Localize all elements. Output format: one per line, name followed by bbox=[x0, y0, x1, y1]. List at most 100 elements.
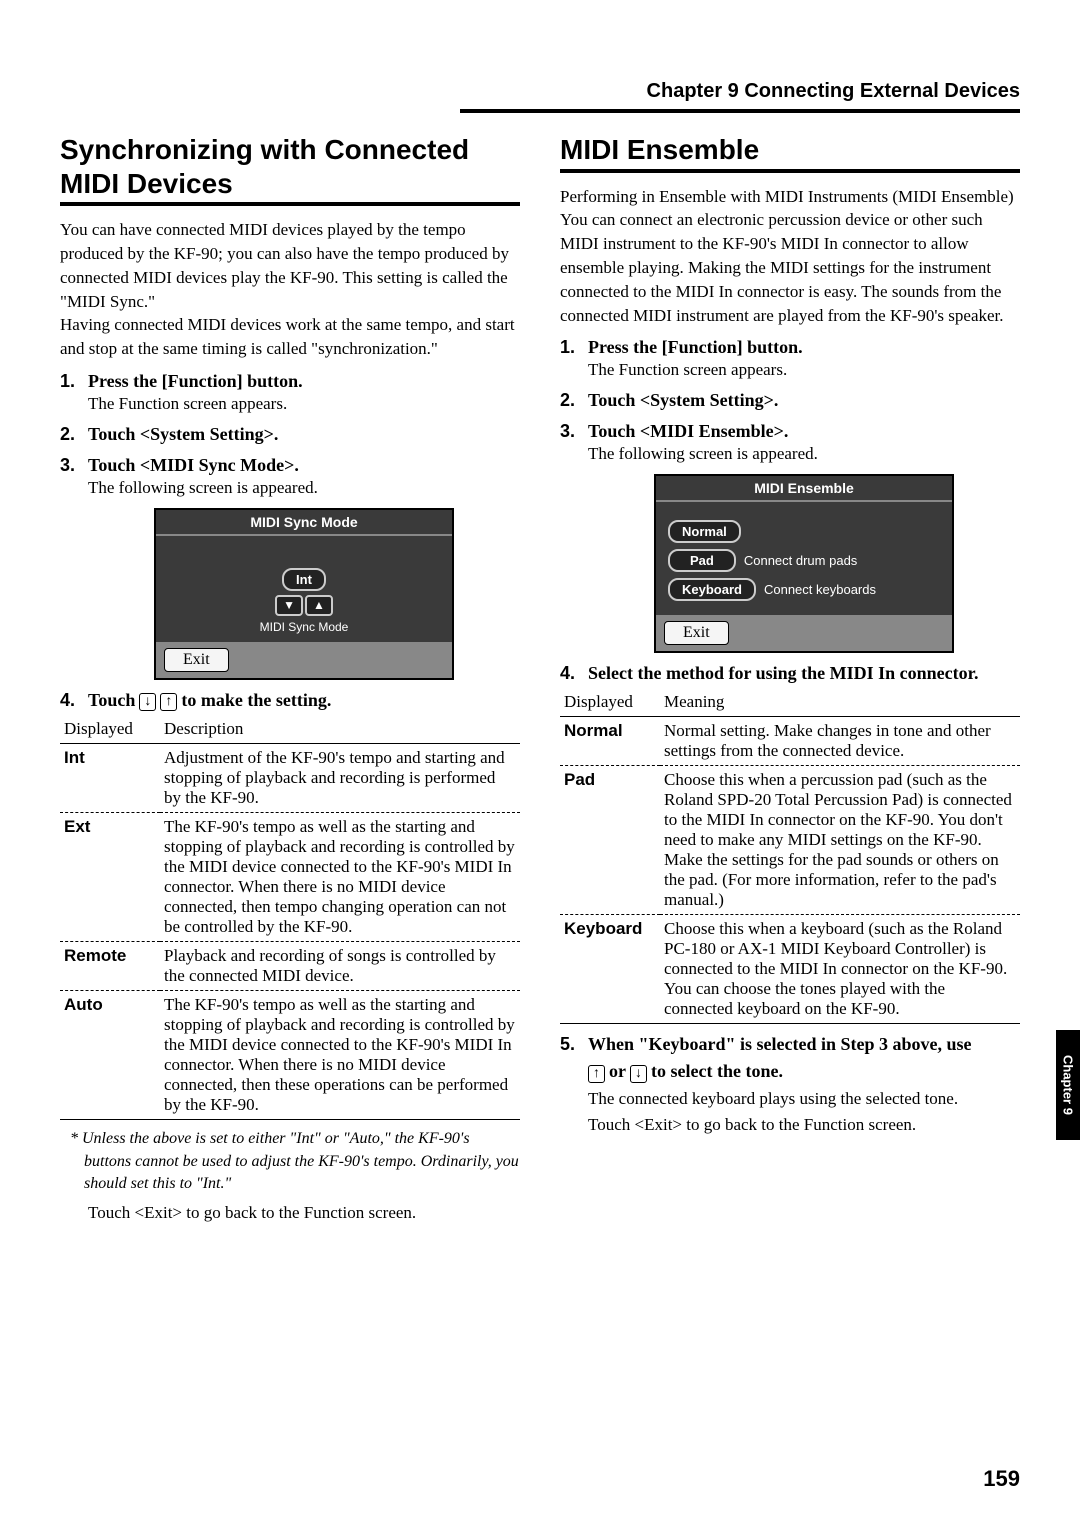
table-row: Pad Choose this when a percussion pad (s… bbox=[560, 766, 1020, 915]
right-definitions-table: Displayed Meaning Normal Normal setting.… bbox=[560, 688, 1020, 1024]
td-val: Adjustment of the KF-90's tempo and star… bbox=[160, 744, 520, 813]
table-row: Keyboard Choose this when a keyboard (su… bbox=[560, 915, 1020, 1024]
up-arrow-icon: ↑ bbox=[588, 1065, 605, 1083]
screen-footer: Exit bbox=[656, 615, 952, 651]
step-text: The following screen is appeared. bbox=[588, 444, 1020, 464]
option-label: Connect drum pads bbox=[744, 553, 857, 568]
step-label-suffix: to select the tone. bbox=[651, 1061, 783, 1081]
screen-option-normal: Normal bbox=[668, 520, 940, 543]
left-final: Touch <Exit> to go back to the Function … bbox=[88, 1201, 520, 1225]
two-column-layout: Synchronizing with Connected MIDI Device… bbox=[60, 133, 1020, 1227]
step-number: 2. bbox=[560, 390, 582, 411]
step-number: 4. bbox=[60, 690, 82, 711]
step-number: 1. bbox=[60, 371, 82, 392]
step-label-suffix: to make the setting. bbox=[181, 690, 331, 710]
down-arrow-icon: ▼ bbox=[275, 595, 303, 616]
step-text: The Function screen appears. bbox=[88, 394, 520, 414]
step-label: Press the [Function] button. bbox=[588, 337, 1020, 358]
table-row: Remote Playback and recording of songs i… bbox=[60, 942, 520, 991]
title-rule bbox=[560, 169, 1020, 173]
left-intro: You can have connected MIDI devices play… bbox=[60, 218, 520, 361]
step-number: 4. bbox=[560, 663, 582, 684]
screen-title: MIDI Sync Mode bbox=[156, 510, 452, 536]
right-title: MIDI Ensemble bbox=[560, 133, 1020, 167]
step-label: Select the method for using the MIDI In … bbox=[588, 663, 1020, 684]
midi-ensemble-screen: MIDI Ensemble Normal Pad Connect drum pa… bbox=[654, 474, 954, 653]
step-label: Press the [Function] button. bbox=[88, 371, 520, 392]
option-label: Connect keyboards bbox=[764, 582, 876, 597]
left-footnote: * Unless the above is set to either "Int… bbox=[60, 1128, 520, 1195]
right-intro: Performing in Ensemble with MIDI Instrum… bbox=[560, 185, 1020, 328]
th-displayed: Displayed bbox=[60, 715, 160, 744]
page: Chapter 9 Connecting External Devices Sy… bbox=[0, 0, 1080, 1267]
option-button: Pad bbox=[668, 549, 736, 572]
right-step-3: 3. Touch <MIDI Ensemble>. The following … bbox=[560, 421, 1020, 464]
chapter-tab: Chapter 9 bbox=[1056, 1030, 1080, 1140]
screen-option-keyboard: Keyboard Connect keyboards bbox=[668, 578, 940, 601]
right-final-2: Touch <Exit> to go back to the Function … bbox=[588, 1115, 1020, 1135]
td-val: The KF-90's tempo as well as the startin… bbox=[160, 813, 520, 942]
td-key: Remote bbox=[60, 942, 160, 991]
td-val: Choose this when a percussion pad (such … bbox=[660, 766, 1020, 915]
step-label: Touch <System Setting>. bbox=[588, 390, 1020, 411]
td-key: Int bbox=[60, 744, 160, 813]
left-column: Synchronizing with Connected MIDI Device… bbox=[60, 133, 520, 1227]
chapter-header: Chapter 9 Connecting External Devices bbox=[460, 80, 1020, 113]
right-step-1: 1. Press the [Function] button. The Func… bbox=[560, 337, 1020, 380]
step-label: Touch <MIDI Sync Mode>. bbox=[88, 455, 520, 476]
left-step-4: 4. Touch ↓ ↑ to make the setting. bbox=[60, 690, 520, 711]
th-description: Description bbox=[160, 715, 520, 744]
step-label: Touch <MIDI Ensemble>. bbox=[588, 421, 1020, 442]
td-val: Choose this when a keyboard (such as the… bbox=[660, 915, 1020, 1024]
screen-footer: Exit bbox=[156, 642, 452, 678]
down-arrow-icon: ↓ bbox=[630, 1065, 647, 1083]
screen-option-pad: Pad Connect drum pads bbox=[668, 549, 940, 572]
screen-title: MIDI Ensemble bbox=[656, 476, 952, 502]
option-button: Keyboard bbox=[668, 578, 756, 601]
screen-option-int: Int bbox=[282, 568, 326, 591]
left-step-2: 2. Touch <System Setting>. bbox=[60, 424, 520, 445]
right-column: MIDI Ensemble Performing in Ensemble wit… bbox=[560, 133, 1020, 1227]
left-screen-wrap: MIDI Sync Mode Int ▼▲ MIDI Sync Mode Exi… bbox=[88, 508, 520, 680]
step-number: 2. bbox=[60, 424, 82, 445]
td-val: Normal setting. Make changes in tone and… bbox=[660, 717, 1020, 766]
midi-sync-screen: MIDI Sync Mode Int ▼▲ MIDI Sync Mode Exi… bbox=[154, 508, 454, 680]
left-definitions-table: Displayed Description Int Adjustment of … bbox=[60, 715, 520, 1120]
right-final-1: The connected keyboard plays using the s… bbox=[588, 1089, 1020, 1109]
step-number: 1. bbox=[560, 337, 582, 358]
up-arrow-icon: ↑ bbox=[160, 693, 177, 711]
td-key: Normal bbox=[560, 717, 660, 766]
screen-caption: MIDI Sync Mode bbox=[168, 620, 440, 634]
right-step-5: 5. When "Keyboard" is selected in Step 3… bbox=[560, 1034, 1020, 1134]
table-header: Displayed Description bbox=[60, 715, 520, 744]
step-text: The Function screen appears. bbox=[588, 360, 1020, 380]
th-displayed: Displayed bbox=[560, 688, 660, 717]
up-arrow-icon: ▲ bbox=[305, 595, 333, 616]
step-label: Touch <System Setting>. bbox=[88, 424, 520, 445]
table-row: Int Adjustment of the KF-90's tempo and … bbox=[60, 744, 520, 813]
left-step-1: 1. Press the [Function] button. The Func… bbox=[60, 371, 520, 414]
table-row: Ext The KF-90's tempo as well as the sta… bbox=[60, 813, 520, 942]
screen-body: Int ▼▲ MIDI Sync Mode bbox=[156, 536, 452, 642]
td-key: Keyboard bbox=[560, 915, 660, 1024]
table-row: Auto The KF-90's tempo as well as the st… bbox=[60, 991, 520, 1120]
step-number: 3. bbox=[560, 421, 582, 442]
option-button: Normal bbox=[668, 520, 741, 543]
td-key: Auto bbox=[60, 991, 160, 1120]
table-header: Displayed Meaning bbox=[560, 688, 1020, 717]
title-rule bbox=[60, 202, 520, 206]
table-row: Normal Normal setting. Make changes in t… bbox=[560, 717, 1020, 766]
step-number: 5. bbox=[560, 1034, 582, 1055]
step-label-prefix: When "Keyboard" is selected in Step 3 ab… bbox=[588, 1034, 1020, 1055]
td-val: Playback and recording of songs is contr… bbox=[160, 942, 520, 991]
screen-exit-button: Exit bbox=[664, 621, 729, 645]
step-text: The following screen is appeared. bbox=[88, 478, 520, 498]
td-key: Ext bbox=[60, 813, 160, 942]
th-meaning: Meaning bbox=[660, 688, 1020, 717]
screen-body: Normal Pad Connect drum pads Keyboard Co… bbox=[656, 502, 952, 615]
right-step-2: 2. Touch <System Setting>. bbox=[560, 390, 1020, 411]
step-label-prefix: Touch bbox=[88, 690, 135, 710]
right-step-4: 4. Select the method for using the MIDI … bbox=[560, 663, 1020, 684]
left-step-3: 3. Touch <MIDI Sync Mode>. The following… bbox=[60, 455, 520, 498]
step-or: or bbox=[609, 1061, 626, 1081]
